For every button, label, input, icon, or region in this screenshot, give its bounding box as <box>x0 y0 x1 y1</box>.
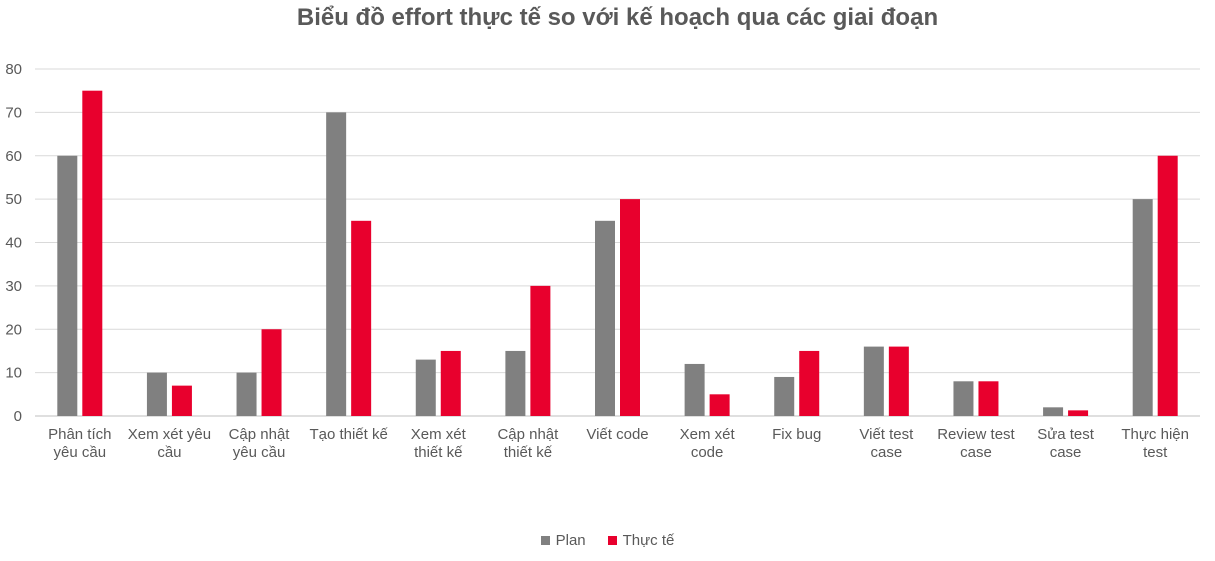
bar-actual <box>799 350 820 416</box>
bar-chart: 0 10 20 30 40 50 60 70 80 Phân tích yêu cầu Xem xé… <box>5 61 1200 461</box>
gridlines <box>35 68 1200 417</box>
legend-label-actual: Thực tế <box>622 532 675 549</box>
bar-actual <box>440 350 461 416</box>
bar-actual <box>1068 410 1089 416</box>
bar-plan <box>595 220 615 416</box>
y-tick-label: 20 <box>5 321 22 338</box>
legend-swatch-actual <box>607 536 617 545</box>
bar-plan <box>326 112 347 416</box>
bar-plan <box>505 350 526 416</box>
category-label: Tạo thiết kế <box>309 426 388 443</box>
y-tick-label: 0 <box>14 408 22 425</box>
y-tick-label: 80 <box>5 61 22 78</box>
bars <box>57 90 1178 416</box>
bar-actual <box>620 199 640 416</box>
category-label: Review test case <box>937 426 1015 461</box>
bar-plan <box>146 372 167 416</box>
y-tick-label: 10 <box>5 365 22 382</box>
category-label: Cập nhật yêu cầu <box>229 426 291 461</box>
y-tick-label: 40 <box>5 235 22 252</box>
y-tick-label: 60 <box>5 148 22 165</box>
bar-actual <box>530 285 551 416</box>
bar-plan <box>1043 407 1064 416</box>
bar-plan <box>684 363 705 416</box>
chart-title: Biểu đồ effort thực tế so với kế hoạch q… <box>296 4 939 31</box>
bar-plan <box>863 346 884 416</box>
bar-plan <box>415 359 436 416</box>
bar-actual <box>261 329 282 416</box>
bar-plan <box>774 376 795 416</box>
bar-actual <box>1157 155 1178 416</box>
bar-plan <box>953 381 974 416</box>
category-label: Xem xét yêu cầu <box>128 426 211 461</box>
category-label: Viết code <box>586 426 648 443</box>
legend: Plan Thực tế <box>0 532 1215 549</box>
bar-actual <box>888 346 909 416</box>
category-label: Thực hiện test <box>1121 426 1189 461</box>
y-tick-label: 30 <box>5 278 22 295</box>
category-label: Xem xét code <box>680 426 736 461</box>
legend-label-plan: Plan <box>555 532 586 549</box>
legend-item-actual: Thực tế <box>607 532 675 549</box>
y-tick-label: 70 <box>5 104 22 121</box>
category-label: Xem xét thiết kế <box>411 426 467 461</box>
category-labels: Phân tích yêu cầu Xem xét yêu cầu Cập nhật yê… <box>48 426 1189 461</box>
bar-actual <box>82 90 103 416</box>
category-label: Phân tích yêu cầu <box>48 426 111 461</box>
bar-plan <box>236 372 257 416</box>
category-label: Cập nhật thiết kế <box>497 426 559 461</box>
category-label: Viết test case <box>859 426 914 461</box>
bar-actual <box>709 394 730 416</box>
legend-item-plan: Plan <box>540 532 586 549</box>
category-label: Sửa test case <box>1037 426 1095 461</box>
bar-plan <box>57 155 78 416</box>
bar-plan <box>1132 199 1153 416</box>
category-label: Fix bug <box>772 426 821 443</box>
y-tick-label: 50 <box>5 191 22 208</box>
y-axis-ticks: 0 10 20 30 40 50 60 70 80 <box>5 61 22 425</box>
bar-actual <box>171 385 192 416</box>
bar-actual <box>351 220 372 416</box>
bar-actual <box>978 381 999 416</box>
legend-swatch-plan <box>540 536 550 545</box>
